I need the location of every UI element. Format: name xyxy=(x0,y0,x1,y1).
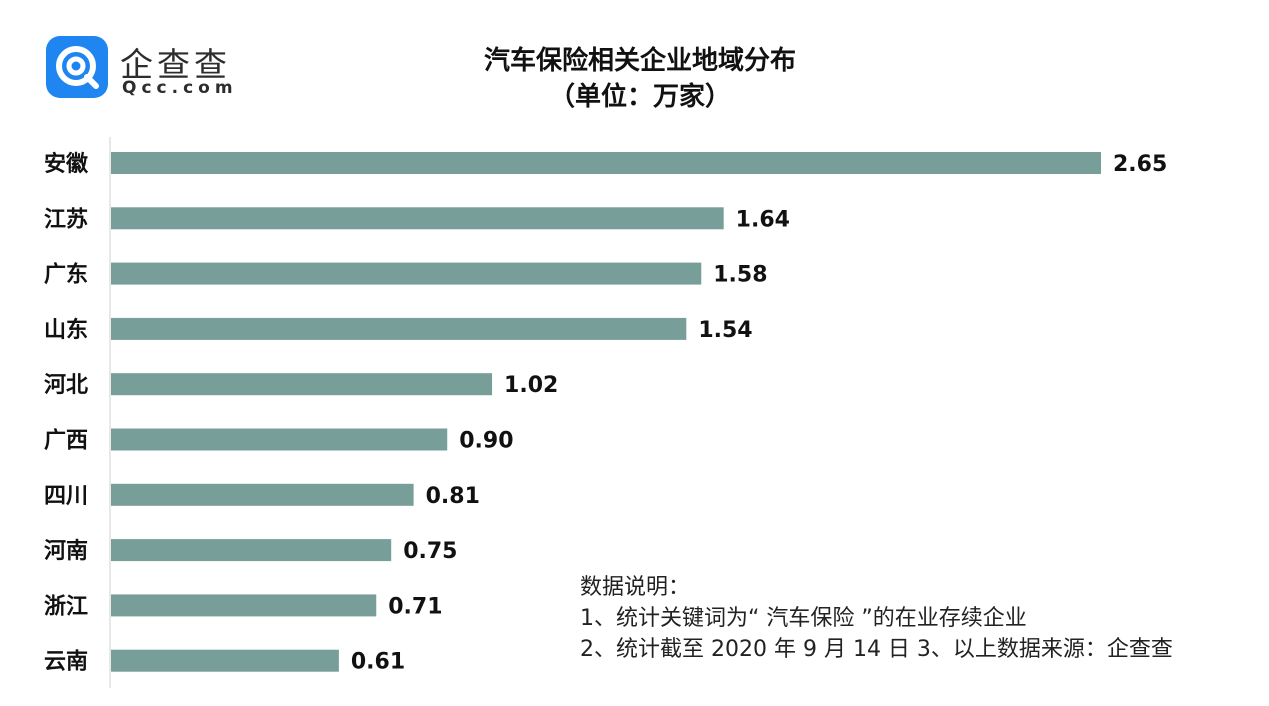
data-label: 1.54 xyxy=(698,318,752,343)
data-label: 1.02 xyxy=(504,373,558,398)
category-label: 广西 xyxy=(44,428,88,454)
bar xyxy=(111,262,702,285)
data-label: 0.71 xyxy=(388,594,442,619)
category-label: 安徽 xyxy=(44,151,89,177)
data-label: 1.58 xyxy=(713,263,767,288)
bar xyxy=(111,594,377,617)
bar xyxy=(111,207,724,230)
qcc-logo-icon xyxy=(46,36,108,98)
notes-line-1: 1、统计关键词为“ 汽车保险 ”的在业存续企业 xyxy=(580,606,1027,631)
notes-line-2: 2、统计截至 2020 年 9 月 14 日 3、以上数据来源：企查查 xyxy=(580,637,1173,662)
data-label: 2.65 xyxy=(1113,152,1167,177)
bar xyxy=(111,483,414,506)
bar xyxy=(111,539,392,562)
category-label: 河南 xyxy=(44,539,88,564)
data-label: 0.75 xyxy=(403,539,457,564)
bar xyxy=(111,649,339,672)
category-label: 四川 xyxy=(44,484,88,509)
category-label: 浙江 xyxy=(44,594,88,619)
brand-name-en: Qcc.com xyxy=(122,78,238,98)
brand-logo: 企查查 Qcc.com xyxy=(46,36,246,102)
category-label: 山东 xyxy=(44,317,88,343)
brand-name-cn: 企查查 xyxy=(120,45,231,84)
notes-heading: 数据说明： xyxy=(580,575,691,600)
data-label: 1.64 xyxy=(736,207,790,232)
category-label: 广东 xyxy=(44,262,88,288)
bar xyxy=(111,373,493,396)
chart-title: 汽车保险相关企业地域分布 xyxy=(483,46,796,76)
category-label: 江苏 xyxy=(44,206,88,232)
chart-subtitle: （单位：万家） xyxy=(548,82,731,112)
bar xyxy=(111,152,1101,174)
data-label: 0.90 xyxy=(459,429,513,454)
category-label: 河北 xyxy=(44,373,88,398)
bar xyxy=(111,428,448,451)
data-label: 0.81 xyxy=(426,484,480,509)
bar xyxy=(111,317,687,340)
data-label: 0.61 xyxy=(351,650,405,675)
data-notes: 数据说明： 1、统计关键词为“ 汽车保险 ”的在业存续企业 2、统计截至 202… xyxy=(580,572,1260,665)
category-label: 云南 xyxy=(44,650,88,675)
